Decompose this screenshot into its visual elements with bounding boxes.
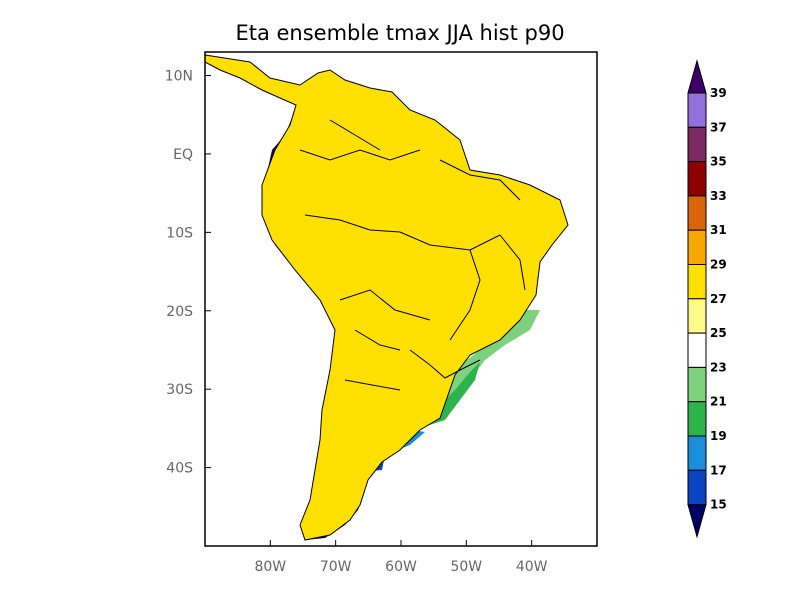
colorbar-below-triangle	[687, 504, 707, 539]
colorbar-label: 31	[710, 223, 727, 237]
colorbar-label: 37	[710, 120, 727, 134]
colorbar-box-c31_33	[687, 195, 707, 231]
colorbar-label: 33	[710, 189, 727, 203]
colorbar-label: 23	[710, 360, 727, 374]
colorbar-box-c21_23	[687, 366, 707, 403]
country-borders	[205, 54, 569, 541]
lon-tick-label: 50W	[450, 559, 482, 575]
colorbar-label: 27	[710, 292, 727, 306]
latitude-axis: 10N EQ 10S 20S 30S 40S	[165, 69, 211, 477]
colorbar-label: 39	[710, 86, 727, 100]
lat-tick-label: EQ	[173, 147, 193, 163]
lat-tick-label: 40S	[166, 461, 193, 477]
lat-tick-label: 10S	[166, 225, 193, 241]
lon-tick-label: 70W	[320, 559, 352, 575]
colorbar-box-c25_27	[687, 298, 707, 334]
colorbar-box-c15_17	[687, 469, 707, 506]
colorbar-label: 29	[710, 258, 727, 272]
lon-tick-label: 60W	[385, 559, 417, 575]
colorbar: 15 17 19 21 23 25 27 29 31 33 35 37 39	[687, 59, 727, 539]
colorbar-label: 21	[710, 395, 727, 409]
longitude-axis: 80W 70W 60W 50W 40W	[254, 540, 548, 575]
colorbar-label: 35	[710, 155, 727, 169]
colorbar-box-c29_31	[687, 229, 707, 265]
temperature-field	[205, 54, 569, 541]
colorbar-box-c17_19	[687, 435, 707, 471]
colorbar-box-c23_25	[687, 332, 707, 368]
lon-tick-label: 80W	[254, 559, 286, 575]
colorbar-box-c19_21	[687, 401, 707, 437]
lat-tick-label: 20S	[166, 304, 193, 320]
colorbar-above-triangle	[687, 59, 707, 94]
colorbar-box-c35_37	[687, 126, 707, 163]
colorbar-label: 15	[710, 498, 727, 512]
lon-tick-label: 40W	[516, 559, 548, 575]
map-title: Eta ensemble tmax JJA hist p90	[235, 21, 564, 45]
colorbar-label: 17	[710, 463, 727, 477]
lat-tick-label: 30S	[166, 382, 193, 398]
colorbar-box-c27_29	[687, 264, 707, 300]
colorbar-label: 19	[710, 429, 727, 443]
colorbar-box-c33_35	[687, 161, 707, 197]
colorbar-box-c37_39	[687, 92, 707, 128]
lat-tick-label: 10N	[165, 69, 193, 85]
colorbar-label: 25	[710, 326, 727, 340]
